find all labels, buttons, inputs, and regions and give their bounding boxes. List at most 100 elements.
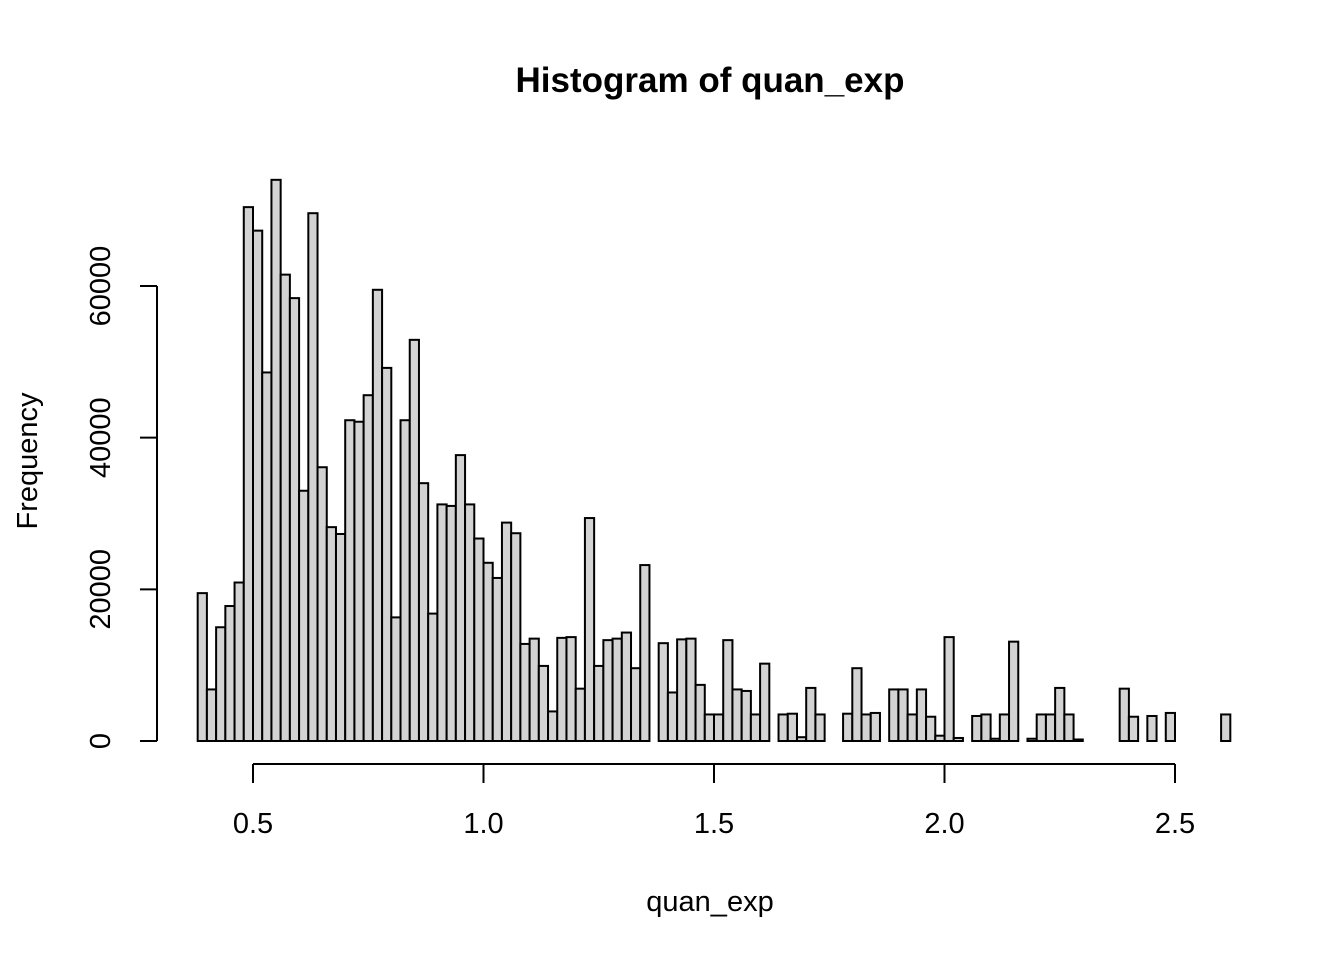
histogram-bar — [233, 581, 245, 743]
x-tick-label: 2.0 — [924, 808, 964, 840]
histogram-bar — [593, 664, 605, 742]
histogram-bar — [408, 338, 420, 742]
histogram-bar — [749, 713, 762, 743]
histogram-bar — [482, 561, 494, 742]
histogram-bar — [362, 394, 374, 742]
histogram-bar — [722, 639, 734, 743]
histogram-bar — [786, 712, 798, 743]
histogram-bar — [288, 297, 301, 742]
histogram-bar — [371, 288, 384, 742]
histogram-bar — [989, 737, 1001, 742]
histogram-bar — [906, 713, 918, 743]
histogram-bar — [602, 639, 614, 743]
histogram-bar — [694, 683, 706, 743]
histogram-bar — [556, 636, 568, 742]
histogram-bar — [860, 713, 872, 743]
histogram-bar — [703, 713, 716, 743]
histogram-bar — [325, 526, 337, 743]
histogram-bar — [952, 736, 964, 742]
histogram-bars — [196, 178, 1232, 743]
histogram-bar — [205, 688, 218, 742]
histogram-bar — [399, 419, 411, 742]
histogram-bar — [657, 642, 669, 742]
histogram-bar — [510, 532, 522, 742]
y-axis: 0 20000 40000 60000 — [85, 246, 158, 749]
y-tick-label: 20000 — [85, 549, 117, 630]
histogram-bar — [1220, 713, 1232, 743]
histogram-bar — [196, 592, 208, 743]
histogram-bar — [574, 687, 586, 742]
histogram-bar — [1044, 713, 1057, 743]
histogram-bar — [334, 532, 347, 742]
histogram-bar — [925, 715, 937, 742]
histogram-bar — [1118, 687, 1130, 742]
histogram-bar — [943, 636, 955, 742]
histogram-bar — [381, 366, 393, 742]
histogram-bar — [279, 273, 291, 743]
x-tick-label: 2.5 — [1155, 808, 1195, 840]
histogram-bar — [353, 420, 365, 742]
histogram-bar — [1054, 686, 1066, 742]
histogram-bar — [252, 229, 264, 742]
histogram-bar — [583, 517, 596, 742]
histogram-bar — [777, 713, 789, 743]
histogram-bar — [298, 489, 310, 742]
histogram-bar — [1146, 714, 1158, 742]
histogram-bar — [528, 637, 540, 743]
histogram-bar — [842, 712, 854, 743]
histogram-bar — [998, 713, 1011, 743]
histogram-bar — [676, 638, 688, 743]
histogram-bar — [1072, 738, 1084, 742]
histogram-bar — [344, 419, 356, 742]
histogram-bar — [630, 667, 642, 743]
histogram-bar — [971, 714, 983, 742]
x-tick-label: 0.5 — [233, 808, 273, 840]
histogram-bar — [224, 605, 236, 743]
histogram-bar — [639, 564, 651, 742]
histogram-bar — [934, 734, 946, 743]
histogram-bar — [1026, 737, 1038, 742]
histogram-bar — [805, 686, 817, 742]
x-tick-label: 1.0 — [463, 808, 503, 840]
histogram-bar — [261, 371, 273, 742]
x-tick-label: 1.5 — [694, 808, 734, 840]
histogram-bar — [814, 713, 826, 743]
histogram-bar — [547, 710, 559, 742]
histogram-bar — [537, 664, 550, 742]
histogram-bar — [390, 616, 402, 743]
histogram-bar — [454, 454, 467, 742]
chart-title: Histogram of quan_exp — [516, 61, 905, 100]
histogram-bar — [1008, 640, 1020, 742]
y-tick-label: 0 — [85, 733, 117, 749]
histogram-bar — [713, 713, 725, 743]
histogram-bar — [666, 691, 679, 742]
histogram-bar — [427, 612, 439, 742]
histogram-bar — [316, 466, 328, 742]
histogram-bar — [565, 636, 577, 742]
histogram-bar — [215, 626, 227, 742]
histogram-bar — [869, 711, 881, 743]
histogram-bar — [1063, 713, 1075, 743]
y-tick-label: 60000 — [85, 246, 117, 327]
histogram-bar — [445, 504, 457, 743]
x-axis-label: quan_exp — [646, 886, 773, 918]
histogram-bar — [740, 689, 752, 743]
histogram-bar — [464, 503, 476, 742]
histogram-bar — [242, 206, 254, 742]
y-axis-label: Frequency — [12, 392, 44, 530]
y-tick-label: 40000 — [85, 397, 117, 478]
histogram-bar — [307, 212, 319, 742]
histogram-bar — [685, 637, 697, 743]
histogram-bar — [620, 631, 633, 742]
histogram-bar — [611, 637, 623, 743]
histogram-bar — [980, 713, 992, 743]
histogram-bar — [1035, 713, 1047, 743]
histogram-bar — [473, 537, 485, 743]
histogram-bar — [491, 576, 503, 743]
histogram-bar — [270, 178, 282, 742]
histogram-bar — [851, 667, 863, 743]
histogram-bar — [731, 688, 743, 742]
histogram-bar — [915, 688, 928, 742]
histogram-bar — [500, 521, 513, 742]
